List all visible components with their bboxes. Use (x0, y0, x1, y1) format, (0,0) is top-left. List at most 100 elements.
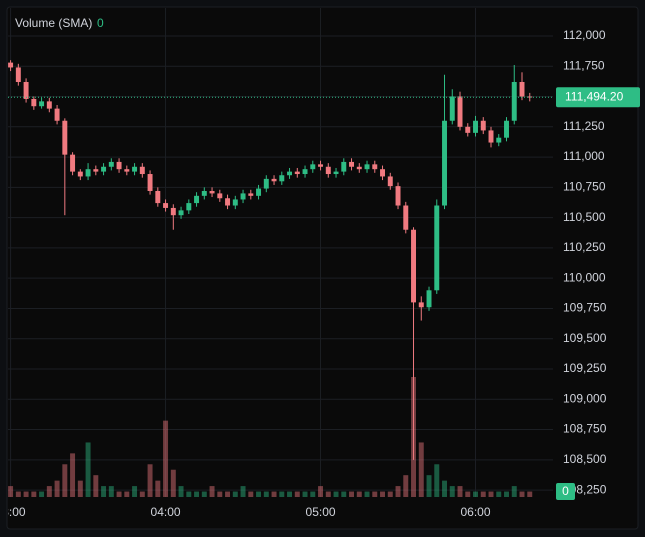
volume-bar (496, 491, 502, 497)
candle-body (287, 171, 293, 176)
candle-body (442, 120, 447, 206)
candle-body (349, 161, 355, 167)
legend-value: 0 (97, 16, 104, 30)
volume-bar (395, 486, 401, 497)
volume-bar (442, 480, 447, 497)
y-tick-label: 112,000 (563, 28, 606, 42)
volume-bar (209, 486, 215, 497)
volume-bar (434, 464, 440, 497)
candle-body (426, 290, 432, 308)
volume-bar (155, 480, 161, 497)
volume-bar (23, 491, 29, 497)
x-tick-label: 04:00 (151, 505, 181, 519)
candle-body (209, 190, 215, 194)
volume-bar (271, 491, 277, 497)
volume-bar (511, 486, 517, 497)
volume-bar (504, 491, 509, 497)
volume-bar (132, 486, 138, 497)
candle-body (411, 229, 417, 303)
volume-bar (217, 491, 223, 497)
y-tick-label: 108,750 (563, 422, 607, 436)
volume-bar (248, 491, 254, 497)
volume-bar (457, 486, 463, 497)
volume-bar (302, 491, 308, 497)
candle-body (132, 166, 138, 172)
candle-body (155, 190, 161, 204)
candle-body (496, 137, 502, 143)
candle-body (302, 169, 308, 175)
volume-bar (403, 475, 409, 497)
volume-bar (108, 486, 114, 497)
candle-body (356, 166, 362, 170)
y-tick-label: 111,000 (563, 149, 605, 163)
volume-bar (387, 491, 393, 497)
candle-body (101, 166, 107, 172)
volume-bar (426, 475, 432, 497)
volume-bar (39, 491, 45, 497)
y-tick-label: 109,500 (563, 331, 607, 345)
volume-bar (256, 491, 262, 497)
candle-body (15, 67, 21, 82)
volume-bar (93, 475, 99, 497)
volume-bar (263, 491, 269, 497)
candle-body (310, 164, 316, 170)
volume-bar (488, 491, 494, 497)
last-price-label: 111,494.20 (565, 89, 624, 103)
volume-bar (139, 491, 145, 497)
grid (8, 8, 553, 497)
candle-body (380, 169, 386, 177)
candle-body (418, 302, 424, 308)
candle-body (325, 166, 331, 175)
volume-bar (124, 491, 130, 497)
volume-bar (54, 480, 60, 497)
y-tick-label: 111,250 (563, 119, 605, 133)
volume-bar (170, 469, 176, 497)
volume-bar (31, 491, 37, 497)
volume-pane (8, 377, 533, 497)
candle-body (256, 188, 262, 196)
y-tick-label: 109,250 (563, 361, 607, 375)
volume-tick-label: 0 (562, 484, 569, 498)
candle-body (372, 164, 378, 170)
candle-body (108, 161, 114, 167)
volume-tick-box (556, 483, 575, 500)
volume-bar (225, 491, 231, 497)
volume-bar (85, 442, 91, 497)
candle-body (62, 120, 68, 155)
volume-bar (15, 491, 21, 497)
candle-body (77, 171, 83, 177)
candle-body (480, 120, 486, 131)
x-tick-label: 06:00 (460, 505, 490, 519)
candle-body (85, 169, 91, 177)
candle-body (46, 101, 52, 109)
candle-body (139, 166, 145, 175)
candle-body (248, 193, 254, 196)
volume-bar (418, 442, 424, 497)
candle-body (333, 171, 339, 175)
volume-bar (70, 453, 76, 497)
last-price-box (556, 87, 640, 108)
candle-body (449, 96, 455, 121)
y-tick-label: 109,750 (563, 301, 607, 315)
y-tick-label: 109,000 (563, 391, 607, 405)
volume-bar (449, 486, 455, 497)
volume-bar (364, 491, 370, 497)
volume-bar (46, 486, 52, 497)
y-tick-label: 108,500 (563, 452, 607, 466)
x-tick-label: 03:00 (0, 505, 26, 519)
candle-body (147, 174, 153, 191)
candle-body (163, 203, 169, 208)
volume-bar (349, 491, 355, 497)
y-tick-label: 110,750 (563, 180, 606, 194)
volume-bar (372, 491, 378, 497)
candle-body (263, 178, 269, 189)
volume-bar (325, 491, 331, 497)
y-tick-label: 110,250 (563, 240, 606, 254)
candle-body (93, 169, 99, 172)
volume-bar (101, 486, 107, 497)
candle-body (457, 96, 463, 127)
candle-body (170, 207, 176, 216)
volume-bar (194, 491, 200, 497)
candle-body (8, 62, 14, 68)
